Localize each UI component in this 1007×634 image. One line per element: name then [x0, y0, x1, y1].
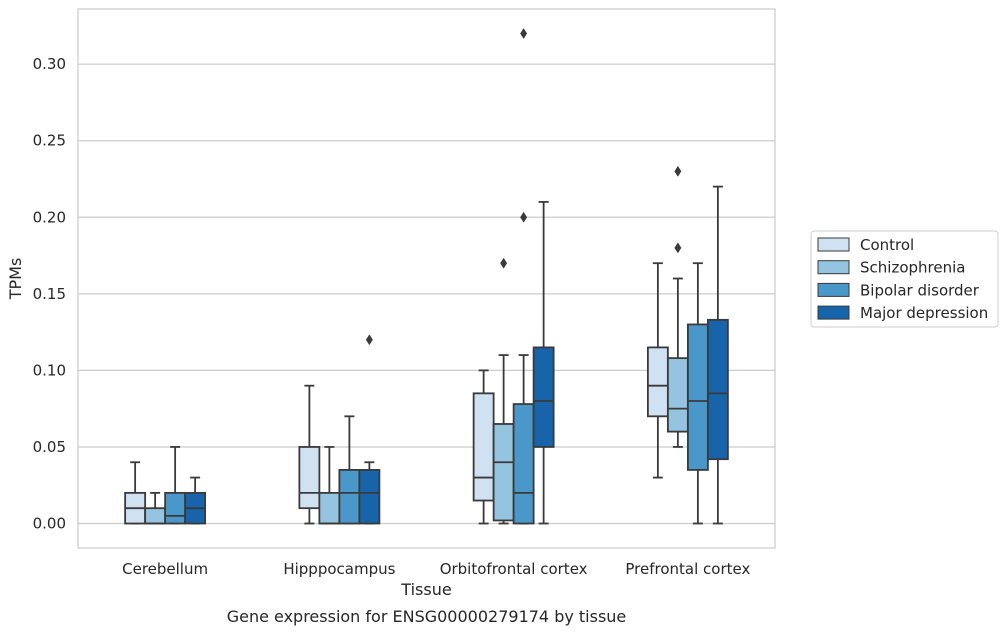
outlier-point — [520, 211, 528, 223]
y-tick-label: 0.25 — [33, 132, 66, 150]
legend-swatch — [817, 305, 850, 320]
outlier-point — [674, 242, 682, 254]
box-body — [164, 491, 187, 525]
legend-label: Bipolar disorder — [860, 281, 980, 299]
box-body — [686, 323, 709, 471]
x-tick-label: Prefrontal cortex — [625, 560, 750, 578]
legend-swatch — [817, 260, 850, 275]
y-tick-label: 0.15 — [33, 285, 66, 303]
outlier-point — [365, 334, 373, 346]
box-bipolar-disorder — [512, 28, 535, 525]
legend-swatch — [817, 237, 850, 252]
box-major-depression — [706, 185, 729, 525]
box-schizophrenia — [318, 446, 341, 525]
box-bipolar-disorder — [338, 415, 361, 525]
y-tick-label: 0.30 — [33, 55, 66, 73]
box-body — [318, 491, 341, 525]
box-bipolar-disorder — [164, 446, 187, 525]
plot-area-frame — [77, 8, 776, 549]
box-control — [472, 369, 495, 525]
box-bipolar-disorder — [686, 262, 709, 525]
box-control — [298, 384, 321, 525]
y-tick-label: 0.00 — [33, 515, 66, 533]
box-schizophrenia — [144, 491, 167, 525]
box-major-depression — [532, 201, 555, 525]
box-body — [338, 469, 361, 525]
box-major-depression — [184, 476, 207, 525]
legend-label: Control — [860, 236, 914, 254]
chart-caption: Gene expression for ENSG00000279174 by t… — [227, 607, 627, 626]
box-groups — [124, 28, 729, 525]
legend-frame — [810, 230, 999, 328]
x-tick-label: Hipppocampus — [283, 560, 395, 578]
x-axis-ticks: Cerebellum Hipppocampus Orbitofrontal cort… — [122, 560, 750, 578]
legend: Control Schizophrenia Bipolar disorder Majo… — [810, 230, 999, 328]
outlier-point — [520, 28, 528, 39]
box-major-depression — [358, 334, 381, 525]
y-tick-label: 0.05 — [33, 438, 66, 456]
box-body — [706, 318, 729, 461]
box-control — [646, 262, 669, 479]
y-axis-ticks: 0.00 0.05 0.10 0.15 0.20 0.25 0.30 — [33, 55, 66, 532]
box-schizophrenia — [666, 165, 689, 448]
box-body — [358, 469, 381, 525]
box-body — [666, 357, 689, 433]
y-tick-label: 0.20 — [33, 208, 66, 226]
box-body — [512, 403, 535, 525]
box-body — [472, 392, 495, 502]
x-tick-label: Orbitofrontal cortex — [440, 560, 588, 578]
legend-label: Major depression — [860, 304, 988, 322]
box-schizophrenia — [492, 257, 515, 525]
outlier-point — [674, 165, 682, 177]
x-axis-label: Tissue — [400, 580, 451, 599]
x-tick-label: Cerebellum — [122, 560, 208, 578]
box-body — [492, 423, 515, 522]
legend-label: Schizophrenia — [860, 259, 965, 277]
y-axis-label: TPMs — [6, 258, 25, 301]
box-body — [298, 446, 321, 510]
grid-lines — [78, 63, 775, 525]
box-body — [646, 346, 669, 418]
box-body — [144, 507, 167, 525]
box-control — [124, 461, 147, 525]
box-body — [532, 346, 555, 448]
outlier-point — [500, 257, 508, 269]
y-tick-label: 0.10 — [33, 361, 66, 379]
legend-swatch — [817, 282, 850, 297]
